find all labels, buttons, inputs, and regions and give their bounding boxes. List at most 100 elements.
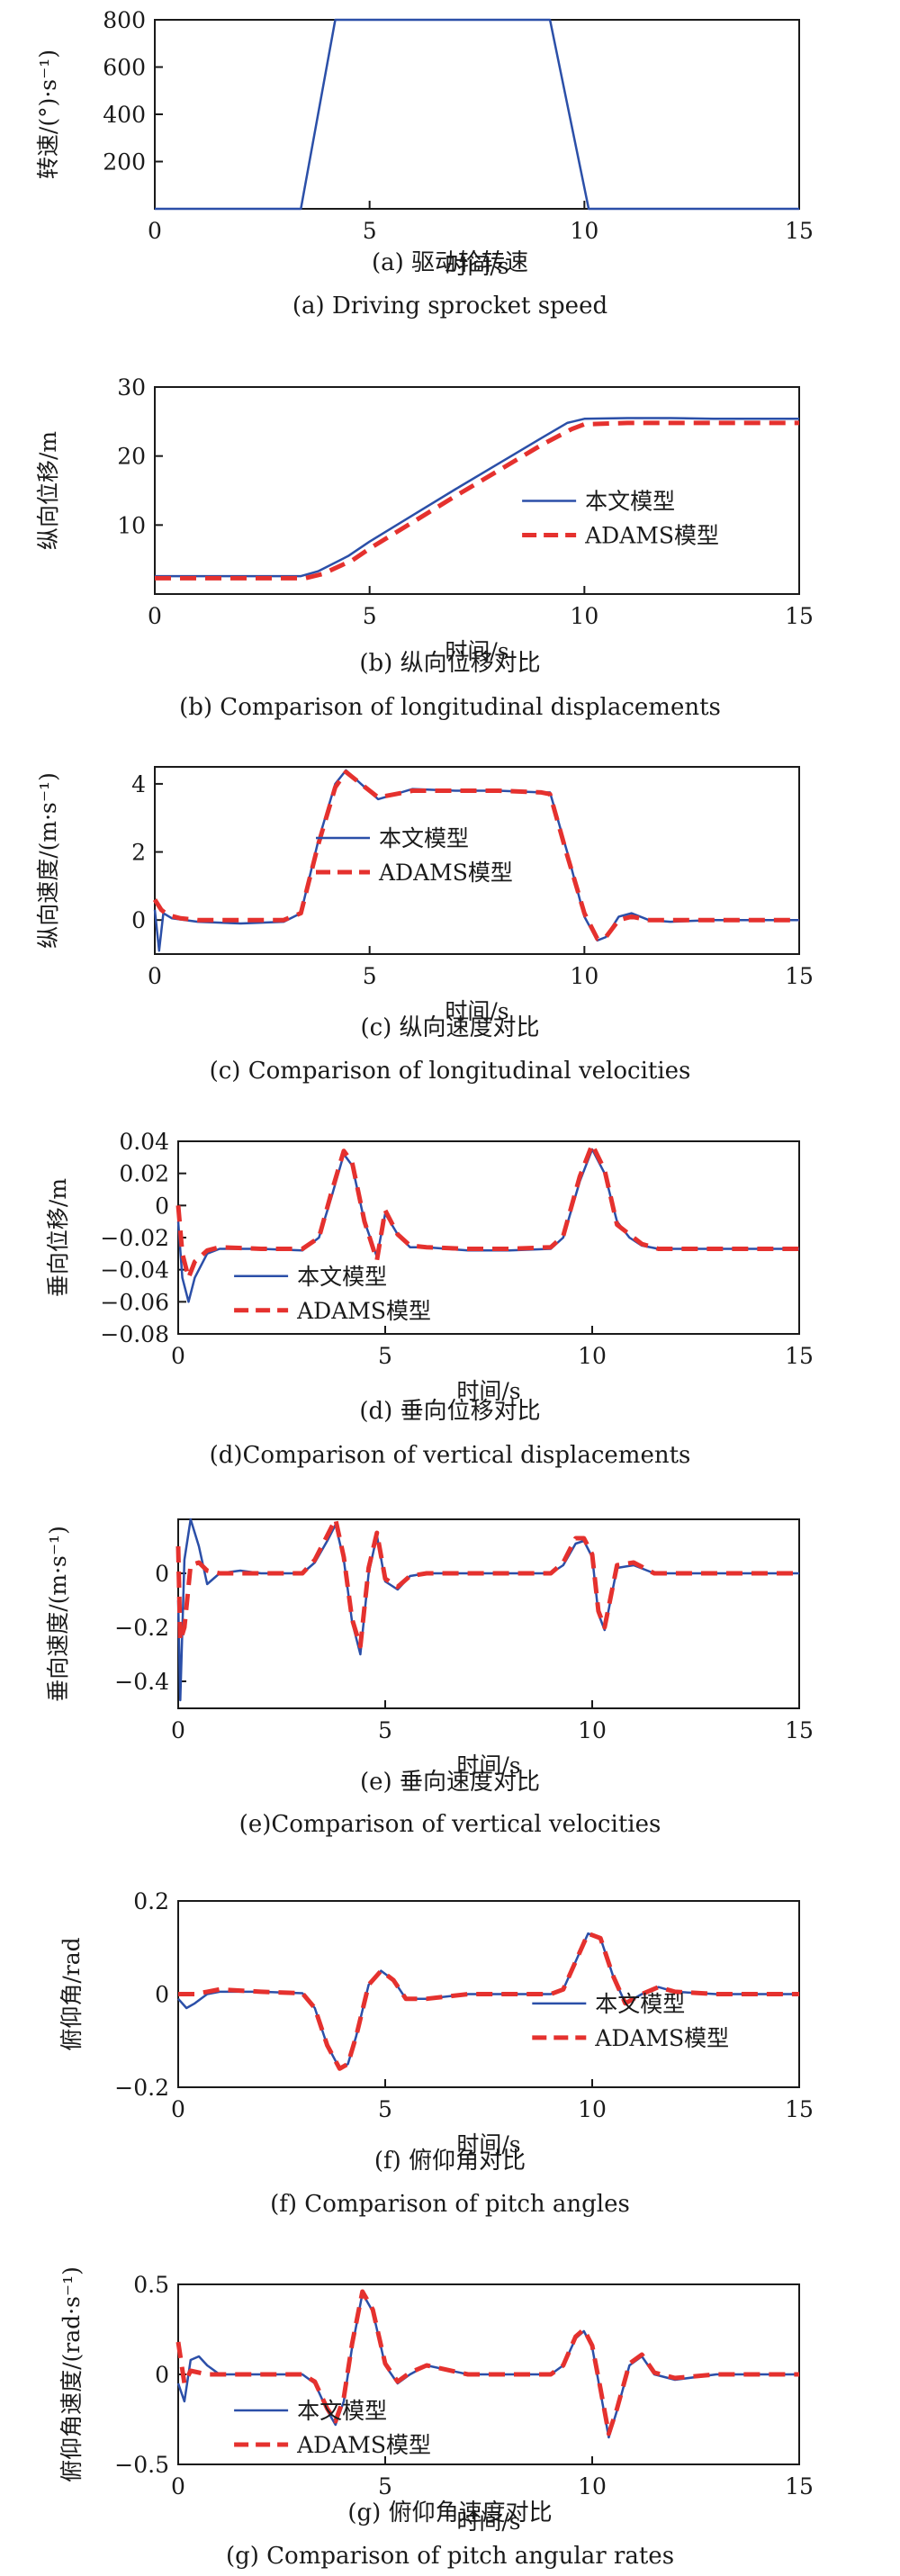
y-axis-label: 纵向位移/m	[35, 431, 61, 550]
legend: 本文模型 ADAMS模型	[234, 1264, 431, 1324]
x-tick-label: 15	[785, 1343, 814, 1369]
x-tick-label: 5	[363, 963, 377, 989]
x-axis-label: 时间/s	[456, 1378, 520, 1404]
caption-en: (b) Comparison of longitudinal displacem…	[179, 694, 721, 721]
y-tick-label: −0.2	[114, 2075, 169, 2101]
y-tick-label: −0.5	[114, 2452, 169, 2478]
x-tick-label: 15	[785, 963, 814, 989]
series-line-model	[155, 18, 799, 211]
y-tick-label: 10	[117, 512, 146, 538]
caption-cn: (g) 俯仰角速度对比	[347, 2499, 552, 2526]
x-tick-label: 0	[171, 1717, 185, 1743]
x-tick-label: 5	[378, 1343, 392, 1369]
legend: 本文模型 ADAMS模型	[234, 2398, 431, 2458]
x-tick-label: 10	[570, 603, 598, 629]
y-axis-label: 垂向位移/m	[45, 1178, 71, 1297]
caption-cn: (d) 垂向位移对比	[359, 1398, 540, 1425]
caption-en: (a) Driving sprocket speed	[292, 293, 608, 320]
y-tick-label: 4	[131, 771, 146, 797]
legend-label-adams: ADAMS模型	[594, 2025, 729, 2051]
caption-en: (e)Comparison of vertical velocities	[239, 1811, 662, 1838]
y-tick-label: 0	[155, 1982, 169, 2008]
x-tick-label: 0	[171, 2096, 185, 2122]
x-tick-label: 15	[785, 218, 814, 244]
caption-cn: (e) 垂向速度对比	[360, 1769, 540, 1796]
x-tick-label: 5	[378, 2096, 392, 2122]
y-tick-label: −0.04	[100, 1257, 169, 1283]
y-tick-label: −0.2	[114, 1615, 169, 1641]
caption-cn: (f) 俯仰角对比	[374, 2148, 526, 2175]
series-line-model	[176, 2292, 799, 2439]
x-tick-label: 0	[148, 218, 162, 244]
caption-cn: (c) 纵向速度对比	[360, 1014, 539, 1041]
legend-label-adams: ADAMS模型	[584, 523, 719, 549]
x-tick-label: 0	[148, 603, 162, 629]
x-tick-label: 5	[363, 218, 377, 244]
x-axis-label: 时间/s	[456, 2131, 520, 2157]
x-tick-label: 0	[171, 1343, 185, 1369]
series-line-adams	[176, 1142, 799, 1281]
chart-panel-b: 0 5 10 15 10 20 30 时间/s 纵向位移/m 本文模型 ADAMS模型 (b) 纵向位…	[35, 374, 814, 721]
legend-label-model: 本文模型	[379, 825, 469, 851]
legend-label-model: 本文模型	[595, 1991, 685, 2017]
x-tick-label: 15	[785, 2096, 814, 2122]
series-line-adams	[176, 2289, 799, 2436]
series-line-adams	[152, 770, 799, 941]
x-tick-label: 10	[578, 1717, 607, 1743]
x-axis-label: 时间/s	[445, 998, 508, 1024]
y-tick-label: 400	[103, 102, 146, 128]
x-tick-label: 10	[578, 2096, 607, 2122]
series-line-adams	[178, 1931, 799, 2071]
y-axis-label: 垂向速度/(m·s⁻¹)	[45, 1526, 71, 1702]
y-tick-label: 800	[103, 7, 146, 33]
x-tick-label: 10	[578, 2473, 607, 2499]
legend-label-adams: ADAMS模型	[296, 1298, 431, 1324]
x-axis-label: 时间/s	[445, 253, 508, 279]
y-tick-label: 0.2	[133, 1888, 169, 1914]
y-axis-label: 俯仰角/rad	[58, 1937, 85, 2050]
caption-cn: (a) 驱动轮转速	[372, 249, 528, 276]
series-line-adams	[155, 420, 799, 581]
y-tick-label: −0.06	[100, 1289, 169, 1315]
plot-frame	[154, 19, 800, 210]
x-tick-label: 5	[363, 603, 377, 629]
y-tick-label: 30	[117, 374, 146, 401]
legend-label-model: 本文模型	[297, 2398, 387, 2424]
y-tick-label: −0.4	[114, 1669, 169, 1695]
plot-frame	[177, 1518, 800, 1709]
x-tick-label: 15	[785, 2473, 814, 2499]
x-axis-label: 时间/s	[445, 638, 508, 664]
legend: 本文模型 ADAMS模型	[522, 489, 719, 549]
legend-label-model: 本文模型	[585, 489, 675, 515]
y-axis-label: 纵向速度/(m·s⁻¹)	[35, 772, 61, 949]
series-line-model	[176, 1148, 799, 1303]
x-axis-label: 时间/s	[456, 1752, 520, 1779]
y-tick-label: 0	[155, 1193, 169, 1219]
y-tick-label: 20	[117, 444, 146, 470]
chart-panel-e: 0 5 10 15 −0.4 −0.2 0 时间/s 垂向速度/(m·s⁻¹) (e) 垂向速度对…	[45, 1517, 814, 1838]
y-axis-label: 俯仰角速度/(rad·s⁻¹)	[58, 2266, 85, 2482]
x-axis-label: 时间/s	[456, 2508, 520, 2535]
plot-frame	[177, 1140, 800, 1335]
y-tick-label: −0.02	[100, 1225, 169, 1251]
plot-frame	[154, 386, 800, 595]
plot-frame	[154, 766, 800, 955]
legend: 本文模型 ADAMS模型	[532, 1991, 729, 2051]
series-line-model	[155, 417, 799, 578]
caption-en: (f) Comparison of pitch angles	[270, 2191, 630, 2218]
y-tick-label: 0.02	[119, 1161, 169, 1187]
x-tick-label: 15	[785, 603, 814, 629]
y-tick-label: −0.08	[100, 1321, 169, 1347]
caption-en: (g) Comparison of pitch angular rates	[226, 2543, 674, 2570]
x-tick-label: 5	[378, 1717, 392, 1743]
legend: 本文模型 ADAMS模型	[316, 825, 513, 886]
y-tick-label: 200	[103, 149, 146, 176]
series-line-model	[176, 1518, 799, 1702]
x-tick-label: 10	[570, 218, 598, 244]
caption-en: (d)Comparison of vertical displacements	[210, 1442, 691, 1469]
chart-panel-d: 0 5 10 15 −0.08 −0.06 −0.04 −0.02 0 0.02 0.04 时间/s 垂…	[45, 1129, 814, 1469]
y-axis-label: 转速/(°)·s⁻¹)	[35, 50, 61, 179]
y-tick-label: 600	[103, 55, 146, 81]
y-tick-label: 0	[131, 907, 146, 933]
